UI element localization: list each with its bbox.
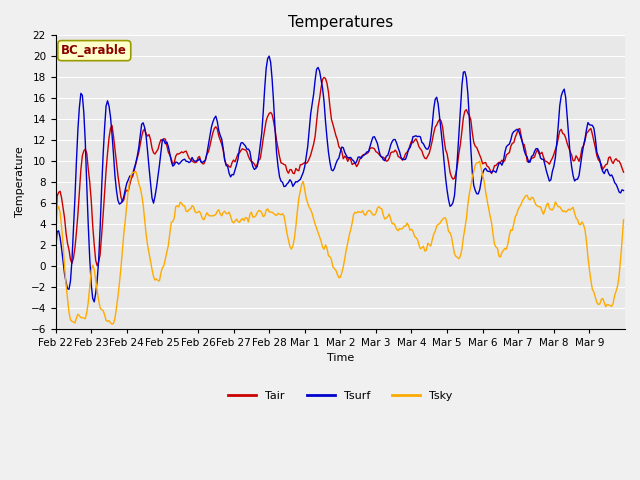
Text: BC_arable: BC_arable — [61, 44, 127, 57]
Tair — [320, 74, 328, 80]
Tsky — [458, 246, 466, 252]
Line: Tair: Tair — [56, 77, 623, 266]
Tsky — [544, 200, 552, 206]
Y-axis label: Temperature: Temperature — [15, 146, 25, 217]
Tsky — [618, 238, 626, 244]
Tsurf — [266, 53, 273, 59]
Tsky — [71, 320, 79, 326]
Tair — [347, 157, 355, 163]
Tsurf — [544, 173, 552, 179]
Title: Temperatures: Temperatures — [288, 15, 393, 30]
Tsurf — [620, 188, 627, 193]
Tsky — [108, 321, 116, 327]
Tsurf — [460, 69, 467, 75]
Tsky — [52, 236, 60, 241]
Tsky — [620, 217, 627, 223]
Tair — [544, 160, 552, 166]
X-axis label: Time: Time — [326, 353, 354, 363]
Tair — [71, 245, 79, 251]
Tsurf — [71, 195, 79, 201]
Tair — [460, 115, 467, 120]
Tsky — [89, 262, 97, 268]
Tsky — [476, 158, 484, 164]
Line: Tsky: Tsky — [56, 161, 623, 324]
Tsurf — [618, 187, 626, 192]
Tair — [52, 229, 60, 235]
Line: Tsurf: Tsurf — [56, 56, 623, 302]
Tair — [93, 263, 101, 269]
Tair — [89, 223, 97, 228]
Tair — [618, 165, 626, 171]
Tair — [620, 169, 627, 175]
Tsurf — [347, 155, 355, 160]
Legend: Tair, Tsurf, Tsky: Tair, Tsurf, Tsky — [224, 386, 456, 405]
Tsky — [346, 232, 353, 238]
Tsurf — [52, 247, 60, 252]
Tsurf — [89, 296, 97, 301]
Tsurf — [90, 299, 98, 305]
